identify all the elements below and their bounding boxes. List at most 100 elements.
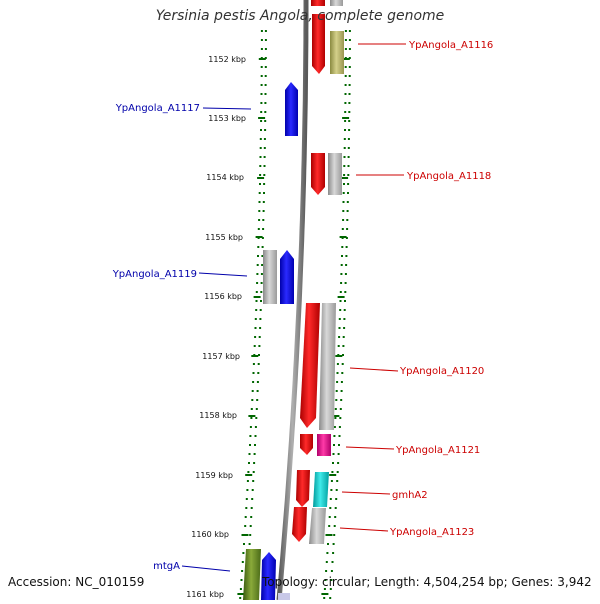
- guide-dot: [342, 336, 345, 338]
- guide-dot: [334, 408, 337, 410]
- guide-dot: [260, 66, 263, 68]
- guide-dot: [263, 192, 265, 194]
- guide-dot: [246, 480, 249, 482]
- guide-dot: [348, 129, 351, 131]
- guide-dot: [260, 102, 263, 104]
- gene-arrow-gmhA2[interactable]: [313, 472, 329, 507]
- tick-mark: [258, 58, 266, 60]
- gene-arrow-YpAngola_A1120[interactable]: [300, 303, 320, 428]
- gene-arrow-YpAngola_A1123[interactable]: [292, 507, 307, 542]
- gene-arrow-gray[interactable]: [278, 593, 290, 600]
- gene-arrow-YpAngola_A1121[interactable]: [300, 434, 313, 455]
- guide-dot: [327, 543, 329, 545]
- guide-dot: [339, 291, 342, 293]
- gene-arrow-YpAngola_A1116[interactable]: [312, 14, 325, 74]
- gene-arrow-gray[interactable]: [263, 250, 277, 304]
- tick-mark: [257, 177, 265, 179]
- guide-dot: [344, 39, 347, 41]
- guide-dot: [341, 228, 344, 230]
- guide-dot: [260, 291, 263, 293]
- map-title: Yersinia pestis Angola, complete genome: [155, 8, 445, 24]
- guide-dot: [241, 561, 244, 563]
- guide-dot: [342, 210, 345, 212]
- guide-dot: [257, 246, 260, 248]
- guide-dot: [332, 543, 335, 545]
- gene-arrow-pink[interactable]: [317, 434, 331, 456]
- guide-dot: [260, 30, 263, 32]
- tick-label: 1155 kbp: [205, 233, 243, 242]
- tick-label: 1161 kbp: [186, 590, 224, 599]
- guide-dot: [348, 84, 351, 86]
- guide-dot: [341, 363, 344, 365]
- guide-dot: [329, 588, 332, 590]
- guide-dot: [255, 408, 258, 410]
- gene-arrow-gray[interactable]: [319, 303, 336, 430]
- guide-dot: [347, 156, 350, 158]
- guide-dot: [259, 183, 261, 185]
- guide-dot: [347, 192, 349, 194]
- guide-dot: [241, 570, 244, 572]
- gene-label-YpAngola_A1119[interactable]: YpAngola_A1119: [112, 269, 197, 280]
- guide-dot: [344, 291, 347, 293]
- guide-dot: [340, 381, 343, 383]
- gene-arrow-gray[interactable]: [330, 0, 343, 6]
- guide-dot: [260, 273, 263, 275]
- guide-dot: [257, 228, 260, 230]
- gene-label-YpAngola_A1118[interactable]: YpAngola_A1118: [406, 171, 491, 182]
- gene-arrow-gray[interactable]: [328, 153, 342, 195]
- guide-dot: [347, 147, 350, 149]
- genome-backbone: [276, 0, 309, 601]
- guide-dot: [264, 93, 267, 95]
- tick-mark: [241, 534, 249, 536]
- guide-dot: [337, 345, 340, 347]
- guide-dot: [325, 570, 328, 572]
- tick-mark: [342, 117, 350, 119]
- guide-dot: [262, 201, 265, 203]
- gene-arrow-forward[interactable]: [296, 470, 310, 507]
- guide-dot: [262, 210, 265, 212]
- gene-arrow-forward[interactable]: [311, 0, 325, 6]
- guide-dot: [333, 426, 336, 428]
- guide-dot: [334, 507, 337, 509]
- tick-label: 1156 kbp: [204, 292, 242, 301]
- guide-dot: [264, 30, 267, 32]
- guide-dot: [333, 534, 336, 536]
- gene-label-YpAngola_A1116[interactable]: YpAngola_A1116: [408, 40, 493, 51]
- guide-dot: [338, 444, 340, 446]
- gene-label-mtgA[interactable]: mtgA: [153, 561, 180, 572]
- leader-line: [202, 107, 252, 110]
- leader-line: [339, 527, 389, 532]
- guide-dot: [259, 138, 262, 140]
- gene-arrow-reverse[interactable]: [261, 552, 276, 600]
- guide-dot: [258, 201, 261, 203]
- gene-arrow-olive[interactable]: [330, 31, 344, 74]
- guide-dot: [248, 543, 251, 545]
- guide-dot: [323, 588, 326, 590]
- guide-dot: [263, 183, 266, 185]
- tick-mark: [325, 534, 333, 536]
- guide-dot: [248, 462, 250, 464]
- guide-dot: [346, 210, 349, 212]
- guide-dot: [263, 138, 266, 140]
- guide-dot: [344, 84, 347, 86]
- gene-arrow-gray[interactable]: [309, 508, 326, 544]
- tick-mark: [321, 593, 329, 595]
- gene-label-YpAngola_A1121[interactable]: YpAngola_A1121: [395, 445, 480, 456]
- guide-dot: [348, 111, 351, 113]
- gene-label-YpAngola_A1117[interactable]: YpAngola_A1117: [115, 103, 200, 114]
- guide-dot: [344, 48, 347, 50]
- gene-arrow-YpAngola_A1117[interactable]: [285, 82, 298, 136]
- gene-label-YpAngola_A1123[interactable]: YpAngola_A1123: [389, 527, 474, 538]
- gene-arrow-YpAngola_A1119[interactable]: [280, 250, 294, 304]
- guide-dot: [250, 507, 253, 509]
- gene-label-YpAngola_A1120[interactable]: YpAngola_A1120: [399, 366, 484, 377]
- gene-arrow-mtgA[interactable]: [243, 549, 261, 600]
- gene-arrow-YpAngola_A1118[interactable]: [311, 153, 325, 195]
- guide-dot: [334, 516, 337, 518]
- guide-dot: [348, 39, 351, 41]
- guide-dot: [343, 327, 346, 329]
- gene-label-gmhA2[interactable]: gmhA2: [392, 490, 428, 501]
- guide-dot: [329, 597, 332, 599]
- guide-dot: [264, 66, 267, 68]
- guide-dot: [255, 291, 258, 293]
